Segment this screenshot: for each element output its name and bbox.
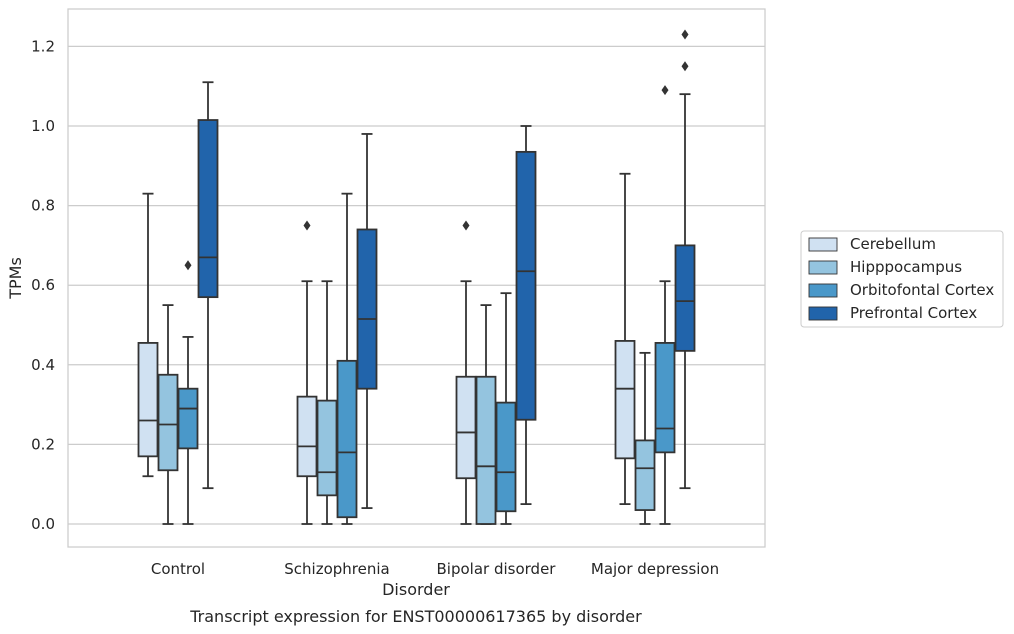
x-tick-label: Bipolar disorder: [437, 560, 557, 578]
outlier-point: [462, 220, 470, 231]
box-cerebellum-2: [455, 220, 477, 525]
box-body: [137, 342, 159, 458]
box-body: [197, 119, 219, 299]
y-axis-title: TPMs: [6, 257, 25, 300]
x-tick-label: Major depression: [591, 560, 719, 578]
box-body: [455, 375, 477, 480]
outlier-point: [303, 220, 311, 231]
box-orbitofontal-cortex-2: [495, 292, 517, 525]
box-hipppocampus-0: [157, 304, 179, 525]
box-cerebellum-3: [614, 172, 636, 506]
box-cerebellum-1: [296, 220, 318, 525]
legend: Cerebellum Hipppocampus Orbitofontal Corte…: [800, 230, 1004, 328]
box-body: [634, 439, 656, 511]
box-body: [654, 342, 676, 454]
box-body: [674, 244, 696, 352]
y-tick-label: 1.0: [31, 117, 55, 135]
chart-caption: Transcript expression for ENST0000061736…: [189, 607, 642, 626]
legend-label: Hipppocampus: [850, 258, 962, 276]
box-body: [336, 359, 358, 519]
box-body: [316, 399, 338, 497]
box-body: [495, 401, 517, 513]
box-hipppocampus-1: [316, 280, 338, 525]
box-prefrontal-cortex-3: [674, 29, 696, 490]
x-tick-label: Schizophrenia: [284, 560, 389, 578]
box-hipppocampus-2: [475, 304, 497, 525]
legend-swatch: [808, 283, 838, 298]
outlier-point: [681, 61, 689, 72]
box-body: [475, 375, 497, 525]
plot-area: [67, 8, 766, 548]
box-cerebellum-0: [137, 192, 159, 478]
legend-frame: [800, 230, 1004, 328]
legend-items: Cerebellum Hipppocampus Orbitofontal Corte…: [808, 235, 994, 322]
x-tick-labels: Control Schizophrenia Bipolar disorder Majo…: [151, 560, 719, 578]
legend-label: Orbitofontal Cortex: [850, 281, 994, 299]
box-body: [515, 150, 537, 421]
y-tick-label: 0.2: [31, 435, 55, 453]
outlier-point: [681, 29, 689, 40]
box-body: [296, 395, 318, 478]
boxes: [137, 29, 696, 525]
outlier-point: [184, 260, 192, 271]
box-body: [614, 340, 636, 460]
y-tick-label: 0.4: [31, 356, 55, 374]
y-tick-label: 1.2: [31, 37, 55, 55]
outlier-point: [661, 85, 669, 96]
box-body: [356, 228, 378, 390]
box-body: [157, 373, 179, 472]
y-tick-label: 0.8: [31, 197, 55, 215]
y-tick-labels: 0.0 0.2 0.4 0.6 0.8 1.0 1.2: [31, 37, 55, 533]
legend-label: Prefrontal Cortex: [850, 304, 977, 322]
y-tick-label: 0.6: [31, 276, 55, 294]
x-tick-label: Control: [151, 560, 205, 578]
legend-swatch: [808, 306, 838, 321]
legend-swatch: [808, 237, 838, 252]
y-tick-label: 0.0: [31, 515, 55, 533]
box-orbitofontal-cortex-1: [336, 192, 358, 525]
x-axis-title: Disorder: [382, 580, 450, 599]
legend-label: Cerebellum: [850, 235, 936, 253]
box-prefrontal-cortex-1: [356, 133, 378, 509]
box-orbitofontal-cortex-3: [654, 85, 676, 525]
box-orbitofontal-cortex-0: [177, 260, 199, 525]
box-prefrontal-cortex-2: [515, 125, 537, 506]
legend-swatch: [808, 260, 838, 275]
box-prefrontal-cortex-0: [197, 81, 219, 490]
box-body: [177, 387, 199, 450]
box-hipppocampus-3: [634, 351, 656, 525]
